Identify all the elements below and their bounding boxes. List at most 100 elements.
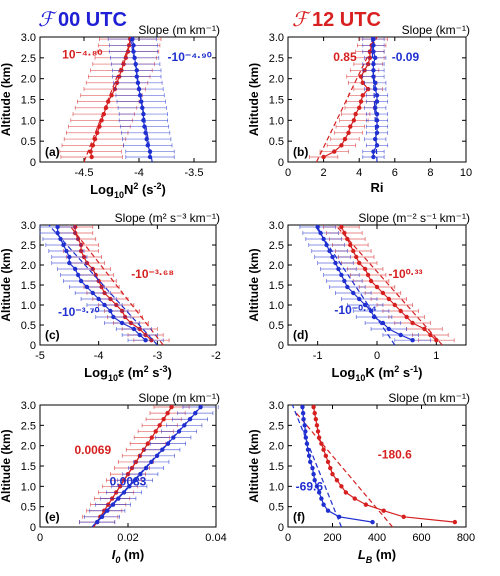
data-point bbox=[306, 453, 312, 459]
panel-f: 0 0.5 1.0 1.5 2.0 2.5 3.0 0 200 400 600 800 Altitude… bbox=[247, 391, 475, 565]
slope-value-utc00: 0.0083 bbox=[110, 475, 147, 489]
data-point bbox=[370, 519, 375, 525]
data-point bbox=[95, 519, 100, 525]
data-point bbox=[110, 502, 116, 507]
y-tick-label: 0 bbox=[278, 340, 284, 352]
data-point bbox=[58, 236, 63, 242]
y-tick-label: 3.0 bbox=[21, 32, 36, 44]
data-point bbox=[325, 508, 331, 513]
x-tick-label: -4 bbox=[134, 167, 144, 179]
data-point bbox=[334, 478, 340, 483]
x-tick-label: 2 bbox=[321, 167, 327, 179]
data-point bbox=[55, 224, 60, 230]
data-point bbox=[373, 55, 378, 61]
data-point bbox=[90, 143, 96, 148]
profile-line bbox=[301, 406, 373, 523]
data-point bbox=[346, 130, 351, 136]
x-tick-label: -3.5 bbox=[185, 167, 204, 179]
data-point bbox=[323, 453, 329, 459]
data-point bbox=[154, 453, 160, 459]
series-utc00 bbox=[362, 36, 389, 163]
x-tick-label: 0 bbox=[285, 532, 291, 544]
y-tick-label: 2.5 bbox=[269, 53, 284, 65]
slope-value-utc00: -10⁻⁰·¹⁴ bbox=[334, 303, 376, 317]
x-tick-label: 6 bbox=[392, 167, 398, 179]
data-point bbox=[339, 272, 344, 278]
data-point bbox=[353, 111, 358, 117]
header-00-utc: 00 UTC bbox=[58, 9, 127, 31]
data-point bbox=[90, 290, 96, 296]
x-tick-label: -2 bbox=[211, 350, 221, 362]
data-point bbox=[374, 118, 380, 123]
y-tick-label: 2.0 bbox=[269, 260, 284, 272]
fit-line bbox=[335, 224, 443, 346]
data-point bbox=[386, 296, 392, 302]
data-point bbox=[305, 447, 311, 452]
panel-e: 0 0.5 1.0 1.5 2.0 2.5 3.0 0 0.02 0.04 Altitude (km… bbox=[0, 391, 227, 565]
data-point bbox=[143, 465, 149, 471]
data-point bbox=[73, 266, 78, 272]
y-axis-label: Altitude (km) bbox=[0, 63, 13, 136]
data-point bbox=[398, 308, 403, 314]
data-point bbox=[139, 99, 144, 104]
x-tick-label: -3 bbox=[152, 350, 162, 362]
x-tick-label: -4 bbox=[94, 350, 104, 362]
data-point bbox=[313, 417, 319, 422]
plot-frame bbox=[39, 404, 217, 528]
data-point bbox=[143, 338, 148, 343]
data-point bbox=[121, 490, 127, 495]
x-tick-label: 1 bbox=[433, 350, 439, 362]
data-point bbox=[373, 136, 378, 142]
data-point bbox=[310, 465, 315, 471]
data-point bbox=[116, 496, 121, 501]
data-point bbox=[137, 332, 142, 338]
slope-value-utc12: -180.6 bbox=[378, 448, 412, 462]
x-tick-label: 200 bbox=[323, 532, 341, 544]
x-axis-label: Log10ε (m2 s-3) bbox=[84, 364, 172, 383]
data-point bbox=[314, 484, 320, 489]
data-point bbox=[368, 278, 374, 284]
data-point bbox=[99, 514, 105, 520]
data-point bbox=[342, 136, 348, 142]
data-point bbox=[374, 99, 380, 104]
data-point bbox=[97, 124, 102, 129]
panel-letter: (b) bbox=[293, 145, 308, 159]
data-point bbox=[303, 429, 308, 434]
data-point bbox=[404, 314, 409, 320]
data-point bbox=[351, 248, 356, 254]
data-point bbox=[325, 459, 331, 465]
data-point bbox=[373, 105, 378, 111]
data-point bbox=[342, 278, 347, 284]
data-point bbox=[88, 149, 93, 154]
panel-c: 0 0.5 1.0 1.5 2.0 2.5 3.0 -5 -4 -3 -2 Altitude (km)… bbox=[0, 211, 221, 383]
data-point bbox=[345, 284, 350, 290]
x-tick-label: 800 bbox=[457, 532, 475, 544]
slope-value-utc12: 0.0069 bbox=[74, 443, 111, 457]
slope-label: Slope (m km⁻¹) bbox=[388, 391, 470, 405]
series-utc12 bbox=[309, 36, 389, 163]
panel-letter: (c) bbox=[45, 328, 60, 342]
y-tick-label: 2.0 bbox=[21, 260, 36, 272]
series-utc00 bbox=[39, 224, 164, 346]
data-point bbox=[434, 338, 439, 343]
data-point bbox=[301, 417, 306, 422]
data-point bbox=[343, 490, 349, 495]
data-point bbox=[363, 502, 369, 507]
x-tick-label: 0 bbox=[37, 532, 43, 544]
fit-line bbox=[371, 36, 378, 163]
plot-frame bbox=[39, 224, 217, 346]
fit-line bbox=[93, 404, 174, 528]
y-tick-label: 2.5 bbox=[269, 240, 284, 252]
data-point bbox=[78, 278, 84, 284]
data-point bbox=[362, 302, 368, 308]
data-point bbox=[315, 429, 321, 434]
slope-value-utc12: -10⁰·³³ bbox=[388, 267, 422, 281]
y-tick-label: 1.5 bbox=[21, 95, 36, 107]
y-tick-label: 2.0 bbox=[21, 74, 36, 86]
y-tick-label: 0.5 bbox=[21, 136, 36, 148]
data-point bbox=[119, 320, 125, 326]
x-tick-label: 10 bbox=[460, 167, 472, 179]
data-point bbox=[138, 471, 143, 477]
data-point bbox=[328, 465, 333, 471]
data-point bbox=[64, 248, 69, 254]
